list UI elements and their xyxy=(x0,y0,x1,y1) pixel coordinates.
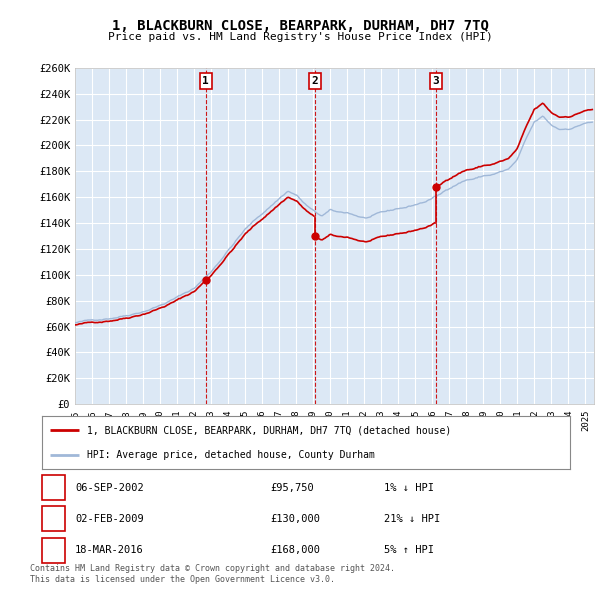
Text: 06-SEP-2002: 06-SEP-2002 xyxy=(75,483,144,493)
Text: 02-FEB-2009: 02-FEB-2009 xyxy=(75,514,144,524)
Text: 18-MAR-2016: 18-MAR-2016 xyxy=(75,545,144,555)
Text: £130,000: £130,000 xyxy=(270,514,320,524)
Text: Contains HM Land Registry data © Crown copyright and database right 2024.: Contains HM Land Registry data © Crown c… xyxy=(30,565,395,573)
Text: 1: 1 xyxy=(50,483,57,493)
Text: £95,750: £95,750 xyxy=(270,483,314,493)
Text: 2: 2 xyxy=(50,514,57,524)
Text: 3: 3 xyxy=(50,545,57,555)
Text: 5% ↑ HPI: 5% ↑ HPI xyxy=(384,545,434,555)
Text: 1: 1 xyxy=(202,76,209,86)
Text: This data is licensed under the Open Government Licence v3.0.: This data is licensed under the Open Gov… xyxy=(30,575,335,584)
Text: 1, BLACKBURN CLOSE, BEARPARK, DURHAM, DH7 7TQ: 1, BLACKBURN CLOSE, BEARPARK, DURHAM, DH… xyxy=(112,19,488,34)
Text: Price paid vs. HM Land Registry's House Price Index (HPI): Price paid vs. HM Land Registry's House … xyxy=(107,32,493,42)
Text: 3: 3 xyxy=(433,76,439,86)
Text: £168,000: £168,000 xyxy=(270,545,320,555)
Text: 2: 2 xyxy=(311,76,318,86)
Text: 1, BLACKBURN CLOSE, BEARPARK, DURHAM, DH7 7TQ (detached house): 1, BLACKBURN CLOSE, BEARPARK, DURHAM, DH… xyxy=(87,425,451,435)
Text: 1% ↓ HPI: 1% ↓ HPI xyxy=(384,483,434,493)
Text: 21% ↓ HPI: 21% ↓ HPI xyxy=(384,514,440,524)
Text: HPI: Average price, detached house, County Durham: HPI: Average price, detached house, Coun… xyxy=(87,450,375,460)
